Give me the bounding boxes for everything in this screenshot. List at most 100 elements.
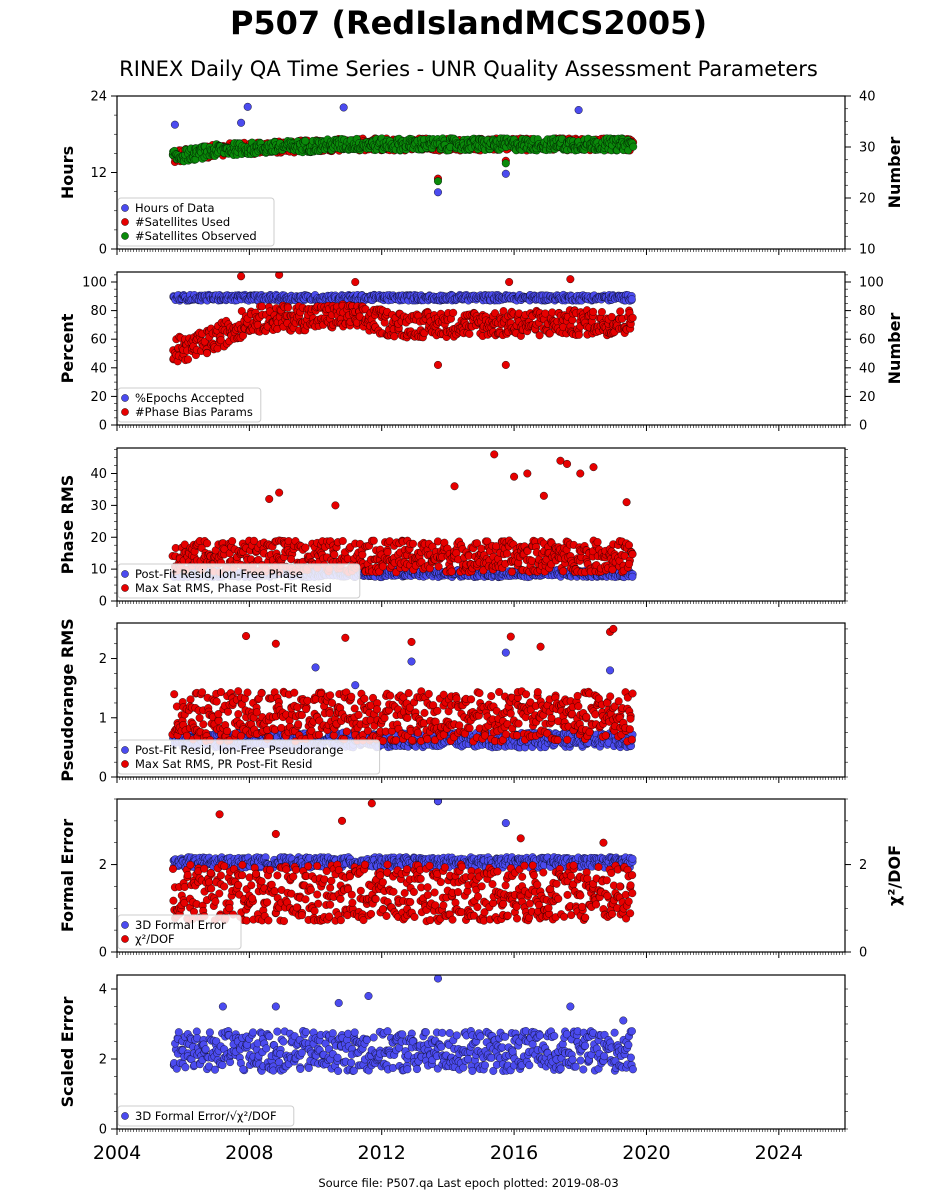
data-point [628, 572, 637, 581]
data-point [390, 332, 399, 341]
data-points [168, 102, 638, 197]
data-point [433, 188, 442, 197]
y-axis-label: Hours [58, 146, 77, 199]
legend: %Epochs Accepted#Phase Bias Params [117, 387, 262, 423]
y2-axis-label: Number [885, 137, 904, 209]
y-tick-label: 0 [99, 243, 107, 258]
y-tick-label: 24 [90, 90, 107, 105]
data-point [228, 537, 237, 546]
y-tick-label: 40 [90, 361, 107, 376]
legend: Hours of Data#Satellites Used#Satellites… [117, 197, 275, 247]
data-point [505, 278, 514, 287]
legend-marker [121, 394, 129, 402]
data-point [275, 272, 284, 279]
x-axis [116, 425, 846, 431]
data-point [568, 316, 577, 325]
data-point [501, 159, 510, 168]
data-point [574, 106, 583, 115]
data-point [239, 331, 247, 340]
legend-label: %Epochs Accepted [135, 391, 244, 405]
data-point [358, 550, 367, 559]
data-point [203, 349, 211, 358]
y-axis-left: 0 20 40 60 80 100 Percent [58, 274, 117, 434]
data-point [597, 308, 606, 316]
legend-label: #Satellites Used [135, 215, 230, 229]
data-point [184, 355, 192, 364]
legend-marker [121, 232, 129, 240]
data-point [378, 562, 387, 571]
series-1 [169, 300, 637, 366]
data-point [203, 539, 212, 548]
data-point [629, 142, 638, 151]
legend-box [117, 387, 262, 423]
data-point [369, 536, 378, 545]
y2-tick-label: 60 [859, 333, 876, 348]
data-point [257, 302, 266, 311]
data-point [545, 329, 554, 338]
legend-label: Hours of Data [135, 201, 215, 215]
y2-tick-label: 0 [859, 419, 867, 434]
y-axis-right: 0 20 40 60 80 100 Number [845, 274, 904, 434]
data-point [433, 360, 442, 369]
y2-axis-label: Number [885, 313, 904, 385]
y2-tick-label: 10 [859, 243, 876, 258]
data-point [250, 536, 258, 545]
data-point [616, 307, 625, 316]
legend-label: #Satellites Observed [135, 229, 257, 243]
data-point [237, 118, 246, 127]
legend-marker [121, 408, 129, 416]
data-point [170, 120, 179, 129]
y2-tick-label: 20 [859, 390, 876, 405]
data-point [351, 278, 360, 287]
data-point [433, 177, 442, 186]
data-point [216, 336, 225, 345]
data-point [449, 308, 458, 317]
series-2 [168, 134, 638, 166]
y-tick-label: 80 [90, 304, 107, 319]
y2-tick-label: 100 [859, 276, 884, 291]
data-points [169, 272, 637, 369]
data-point [330, 550, 339, 559]
data-point [574, 330, 583, 339]
data-point [501, 169, 510, 178]
chart-panel: 0 20 40 60 80 100 Percent 0 20 40 60 80 100 Number %Ep… [58, 271, 904, 434]
data-point [284, 303, 292, 312]
y-tick-label: 20 [90, 390, 107, 405]
x-axis [116, 249, 846, 255]
data-points [168, 450, 637, 582]
data-point [501, 360, 510, 369]
y2-tick-label: 80 [859, 304, 876, 319]
data-point [589, 307, 598, 316]
data-point [628, 313, 637, 322]
data-point [237, 272, 246, 281]
y-axis-left: 0 12 24 Hours [58, 90, 117, 258]
y-tick-label: 12 [90, 166, 107, 181]
y-tick-label: 100 [82, 276, 107, 291]
y-tick-label: 0 [99, 419, 107, 434]
legend-marker [121, 204, 129, 212]
data-point [339, 103, 348, 112]
y2-tick-label: 30 [859, 141, 876, 156]
data-point [243, 102, 252, 111]
legend-label: #Phase Bias Params [135, 405, 253, 419]
data-point [465, 329, 474, 338]
y2-tick-label: 40 [859, 90, 876, 105]
y2-tick-label: 20 [859, 192, 876, 207]
data-point [566, 275, 575, 284]
y-axis-label: Percent [58, 313, 77, 383]
data-point [627, 295, 636, 304]
page-title: P507 (RedIslandMCS2005) [229, 4, 708, 42]
data-point [499, 307, 508, 316]
data-point [383, 548, 392, 557]
y-tick-label: 60 [90, 333, 107, 348]
y2-tick-label: 40 [859, 361, 876, 376]
data-point [535, 331, 544, 340]
legend-box [117, 197, 275, 247]
legend-marker [121, 218, 129, 226]
data-point [491, 309, 499, 318]
data-point [338, 537, 347, 545]
page-subtitle: RINEX Daily QA Time Series - UNR Quality… [119, 57, 818, 81]
